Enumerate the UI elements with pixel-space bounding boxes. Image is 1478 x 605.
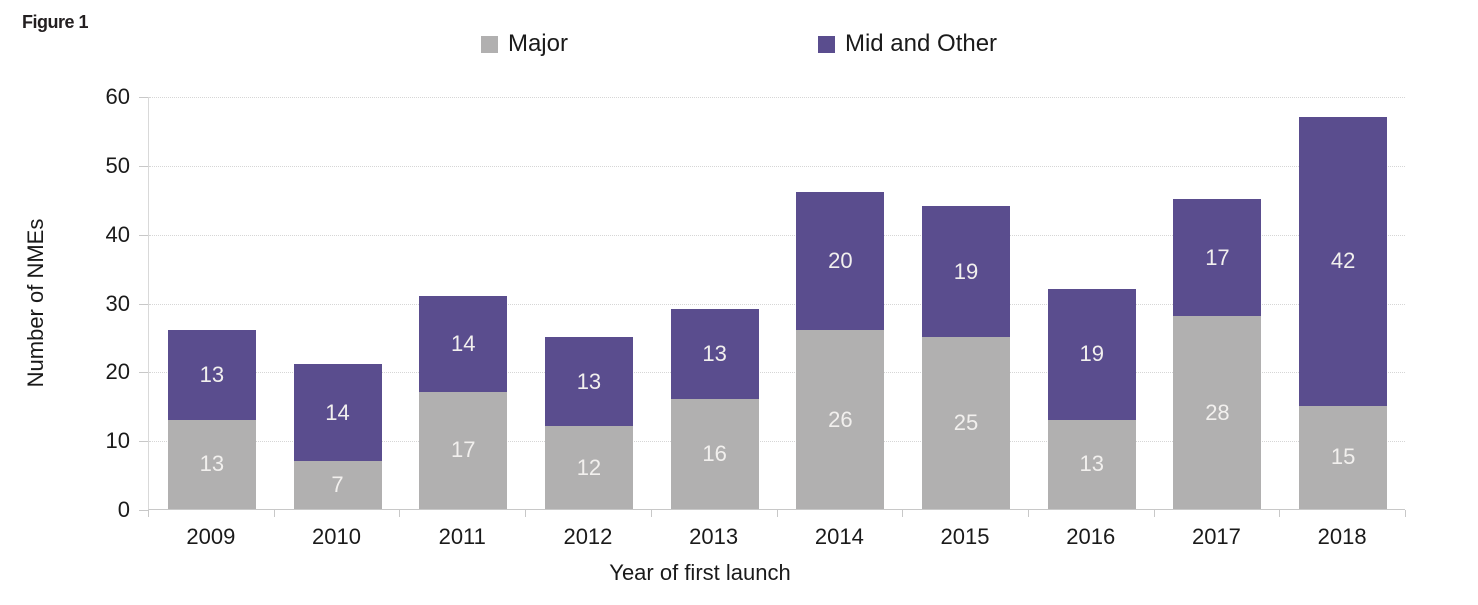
x-tick-mark [148,510,149,517]
bar-2015-major: 25 [922,336,1011,509]
x-tick-mark [1279,510,1281,517]
y-tick-label-30: 30 [105,290,130,316]
gridline-60 [149,97,1405,98]
x-tick-mark [399,510,401,517]
bar-2018-major: 15 [1299,405,1388,509]
bar-value-label: 17 [451,437,476,463]
plot-area: 13 13 7 14 17 14 12 13 16 13 26 20 25 19 13 19 28 17 15 42 [148,97,1405,510]
gridline-50 [149,165,1405,167]
figure-label: Figure 1 [22,12,89,32]
bar-2016-mid-and-other: 19 [1047,288,1136,420]
y-tick-mark [139,510,148,511]
x-tick-label-2017: 2017 [1191,524,1241,549]
bar-2013-mid-and-other: 13 [670,309,759,399]
gridline-40 [149,234,1405,236]
y-tick-mark [139,97,148,98]
x-tick-label-2013: 2013 [689,524,739,549]
legend-swatch-icon [817,35,835,53]
bar-value-label: 19 [953,258,979,284]
x-tick-label-2015: 2015 [940,524,990,549]
bar-value-label: 25 [953,409,979,435]
legend-entry-major: Major [480,30,568,58]
bar-2012-mid-and-other: 13 [544,336,633,427]
y-tick-mark [139,372,148,374]
bar-value-label: 42 [1330,248,1356,274]
legend-label: Major [507,30,568,57]
x-tick-mark [902,510,904,517]
gridline-20 [149,372,1405,374]
bar-2014-mid-and-other: 20 [796,192,885,331]
bar-2009-mid-and-other: 13 [167,330,256,420]
x-tick-label-2009: 2009 [186,524,236,549]
bar-2011-major: 17 [419,391,508,509]
bar-2016-major: 13 [1047,419,1136,509]
bar-value-label: 13 [1079,451,1104,477]
bar-value-label: 13 [199,361,225,387]
y-tick-mark [139,303,148,305]
y-tick-mark [139,234,148,236]
x-tick-label-2011: 2011 [438,524,486,549]
x-axis-title: Year of first launch [609,560,791,585]
bar-value-label: 12 [576,454,602,480]
bar-2018-mid-and-other: 42 [1299,116,1388,406]
x-tick-label-2010: 2010 [312,524,361,549]
bar-value-label: 19 [1079,341,1104,367]
gridline-10 [149,441,1405,443]
bar-value-label: 28 [1205,399,1230,425]
bar-value-label: 13 [199,451,225,477]
x-tick-mark [776,510,778,517]
y-tick-label-50: 50 [105,152,130,178]
legend-swatch-icon [480,35,498,53]
bar-2012-major: 12 [544,426,633,509]
bar-2017-mid-and-other: 17 [1173,199,1262,317]
x-tick-mark [650,510,652,517]
y-tick-label-10: 10 [105,428,130,454]
y-tick-label-60: 60 [105,84,130,109]
legend: Major Mid and Other [0,30,1478,58]
gridline-30 [149,303,1405,305]
bar-2013-major: 16 [670,398,759,509]
legend-label: Mid and Other [844,30,998,57]
x-tick-label-2016: 2016 [1066,524,1116,549]
bar-2011-mid-and-other: 14 [419,295,508,392]
y-axis-title: Number of NMEs [23,218,48,388]
x-tick-mark [1153,510,1155,517]
x-tick-label-2014: 2014 [814,524,864,549]
bar-2017-major: 28 [1173,316,1262,509]
bar-value-label: 14 [451,330,476,356]
bar-value-label: 7 [331,471,344,497]
x-tick-label-2012: 2012 [563,524,613,549]
legend-entry-mid-and-other: Mid and Other [817,30,998,58]
bar-value-label: 13 [702,341,727,367]
bar-value-label: 26 [828,406,853,432]
bar-value-label: 20 [828,248,853,274]
bar-2010-mid-and-other: 14 [293,364,382,461]
y-tick-label-0: 0 [117,497,130,522]
x-tick-mark [525,510,527,517]
bar-2010-major: 7 [293,460,382,509]
x-tick-label-2018: 2018 [1317,524,1367,549]
bar-2015-mid-and-other: 19 [922,206,1011,337]
x-tick-mark [1405,510,1406,517]
bar-value-label: 17 [1205,244,1230,270]
bar-value-label: 15 [1330,444,1356,470]
bar-2009-major: 13 [167,419,256,509]
y-tick-mark [139,165,148,167]
bar-value-label: 14 [325,399,350,425]
y-tick-label-20: 20 [105,359,130,385]
x-tick-mark [273,510,275,517]
bar-value-label: 16 [702,440,727,466]
x-tick-mark [1027,510,1029,517]
bar-2014-major: 26 [796,330,885,509]
y-tick-mark [139,441,148,443]
y-tick-label-40: 40 [105,221,130,247]
bar-value-label: 13 [576,368,602,394]
